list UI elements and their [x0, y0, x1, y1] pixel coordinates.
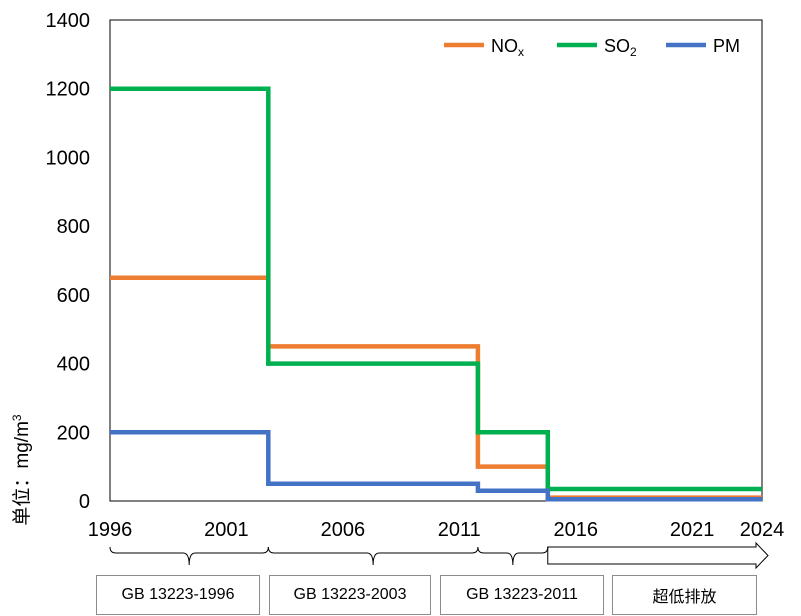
axes [109, 19, 763, 502]
y-axis-label: 单位：mg/m3 [10, 414, 33, 526]
x-tick-label: 2011 [438, 519, 481, 541]
x-tick-label: 2001 [204, 519, 249, 541]
standard-label-box: GB 13223-1996 [96, 575, 260, 615]
y-axis-label-superscript: 3 [10, 414, 24, 421]
x-tick-label: 2006 [321, 519, 366, 541]
y-tick-label: 1400 [46, 10, 91, 32]
x-tick-label: 1996 [88, 519, 133, 541]
plot-area-border [109, 19, 763, 502]
y-tick-label: 1000 [46, 147, 91, 169]
y-tick-label: 200 [57, 422, 90, 444]
standard-label-box: 超低排放 [612, 575, 757, 615]
series-lines [110, 86, 762, 502]
series-line-pm [110, 430, 762, 502]
x-tick-label: 2021 [670, 519, 715, 541]
series-line-so2 [110, 86, 762, 492]
y-axis-ticks: 0 200 400 600 800 1000 1200 1400 [46, 10, 91, 513]
period-brace [477, 546, 549, 566]
y-tick-label: 0 [79, 491, 90, 513]
standard-label-box: GB 13223-2003 [269, 575, 431, 615]
x-tick-label: 2024 [740, 519, 785, 541]
period-arrow [547, 541, 769, 570]
y-axis-label-main: 单位：mg/m [11, 421, 33, 526]
legend-label-pm: PM [713, 36, 740, 56]
legend: NOx SO2 PM [444, 36, 740, 59]
x-axis-ticks: 1996 2001 2006 2011 2016 2021 2024 [88, 519, 785, 541]
period-brace [267, 546, 479, 566]
legend-label-nox: NOx [491, 36, 524, 59]
y-tick-label: 600 [57, 285, 90, 307]
y-tick-label: 800 [57, 216, 90, 238]
period-brace [109, 546, 269, 566]
x-tick-label: 2016 [553, 519, 598, 541]
series-line-nox [110, 275, 762, 500]
y-tick-label: 1200 [46, 79, 91, 101]
y-tick-label: 400 [57, 354, 90, 376]
period-braces [109, 541, 769, 570]
standard-label-box: GB 13223-2011 [440, 575, 604, 615]
legend-label-so2: SO2 [604, 36, 637, 59]
